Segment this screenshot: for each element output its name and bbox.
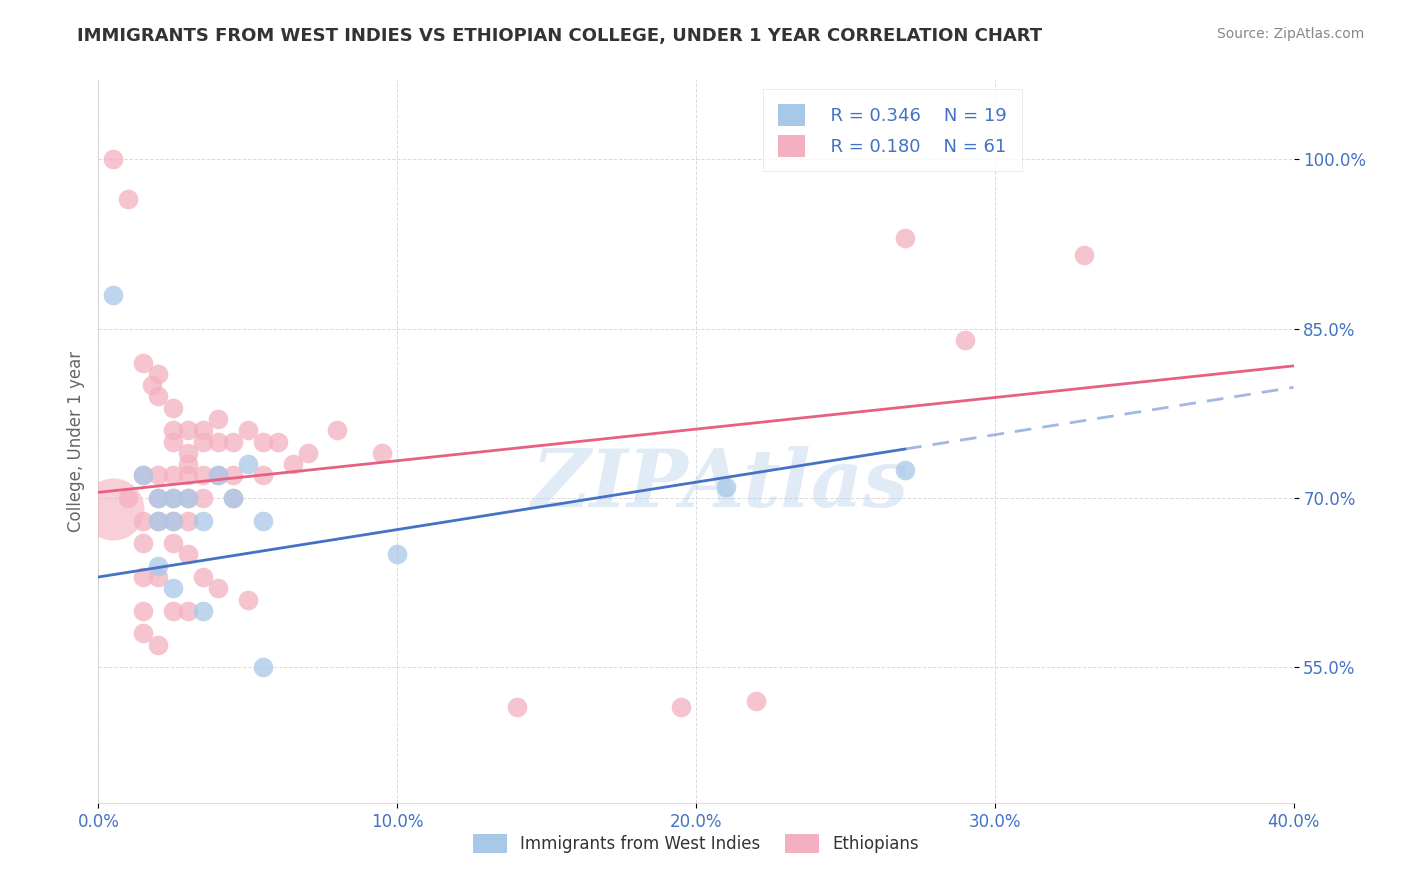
Point — [252, 514, 274, 528]
Point — [267, 434, 290, 449]
Point — [132, 536, 155, 550]
Point — [132, 604, 155, 618]
Point — [281, 457, 304, 471]
Point — [191, 570, 214, 584]
Point — [162, 514, 184, 528]
Point — [894, 463, 917, 477]
Point — [207, 468, 229, 483]
Point — [148, 367, 170, 381]
Point — [177, 468, 200, 483]
Point — [148, 514, 170, 528]
Point — [177, 491, 200, 505]
Point — [177, 457, 200, 471]
Point — [117, 192, 139, 206]
Point — [252, 468, 274, 483]
Point — [385, 548, 409, 562]
Point — [506, 699, 529, 714]
Point — [326, 423, 349, 437]
Point — [191, 604, 214, 618]
Point — [148, 491, 170, 505]
Point — [148, 558, 170, 573]
Point — [222, 491, 245, 505]
Point — [371, 446, 394, 460]
Point — [103, 153, 125, 167]
Point — [894, 231, 917, 245]
Point — [177, 446, 200, 460]
Point — [745, 694, 768, 708]
Legend: Immigrants from West Indies, Ethiopians: Immigrants from West Indies, Ethiopians — [467, 827, 925, 860]
Text: Source: ZipAtlas.com: Source: ZipAtlas.com — [1216, 27, 1364, 41]
Point — [177, 491, 200, 505]
Point — [117, 491, 139, 505]
Point — [132, 468, 155, 483]
Y-axis label: College, Under 1 year: College, Under 1 year — [66, 351, 84, 533]
Point — [132, 468, 155, 483]
Point — [103, 502, 125, 516]
Point — [236, 423, 259, 437]
Point — [222, 468, 245, 483]
Point — [162, 582, 184, 596]
Point — [714, 480, 737, 494]
Text: IMMIGRANTS FROM WEST INDIES VS ETHIOPIAN COLLEGE, UNDER 1 YEAR CORRELATION CHART: IMMIGRANTS FROM WEST INDIES VS ETHIOPIAN… — [77, 27, 1042, 45]
Point — [177, 514, 200, 528]
Point — [252, 434, 274, 449]
Point — [222, 491, 245, 505]
Point — [1073, 248, 1095, 262]
Point — [207, 582, 229, 596]
Point — [191, 468, 214, 483]
Point — [207, 468, 229, 483]
Point — [207, 412, 229, 426]
Point — [162, 491, 184, 505]
Point — [191, 491, 214, 505]
Point — [252, 660, 274, 674]
Text: ZIPAtlas: ZIPAtlas — [531, 446, 908, 524]
Point — [162, 468, 184, 483]
Point — [148, 389, 170, 403]
Point — [148, 491, 170, 505]
Point — [191, 434, 214, 449]
Point — [132, 570, 155, 584]
Point — [953, 333, 976, 347]
Point — [177, 548, 200, 562]
Point — [177, 604, 200, 618]
Point — [162, 604, 184, 618]
Point — [162, 491, 184, 505]
Point — [236, 592, 259, 607]
Point — [148, 514, 170, 528]
Point — [207, 434, 229, 449]
Point — [148, 638, 170, 652]
Point — [103, 287, 125, 301]
Point — [162, 423, 184, 437]
Point — [222, 434, 245, 449]
Point — [162, 401, 184, 415]
Point — [669, 699, 692, 714]
Point — [177, 423, 200, 437]
Point — [191, 423, 214, 437]
Point — [132, 626, 155, 640]
Point — [148, 570, 170, 584]
Point — [148, 468, 170, 483]
Point — [191, 514, 214, 528]
Point — [162, 514, 184, 528]
Point — [132, 514, 155, 528]
Point — [162, 536, 184, 550]
Point — [132, 355, 155, 369]
Point — [141, 378, 163, 392]
Point — [297, 446, 319, 460]
Point — [162, 434, 184, 449]
Point — [236, 457, 259, 471]
